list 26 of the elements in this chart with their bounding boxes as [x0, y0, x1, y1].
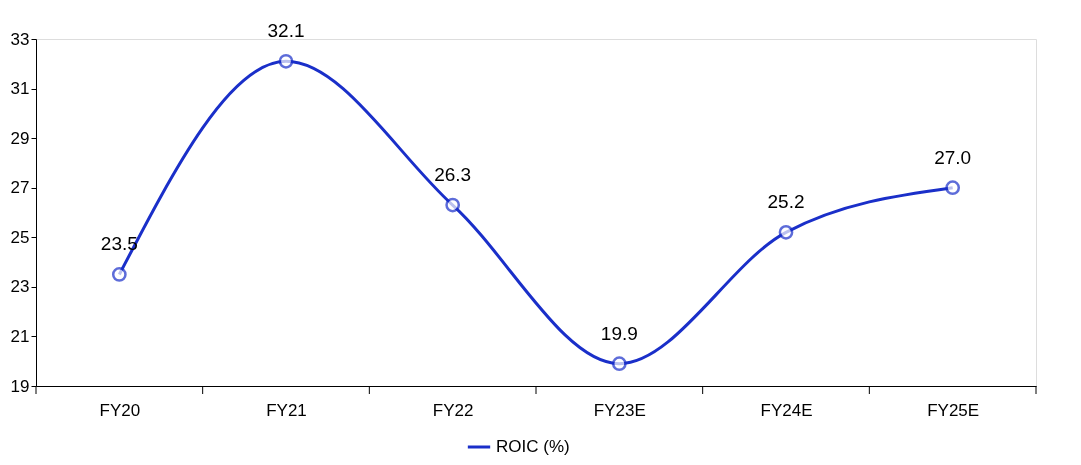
x-tick-label: FY21	[266, 400, 307, 420]
x-tick-label: FY24E	[760, 400, 813, 420]
data-label: 32.1	[267, 20, 305, 42]
point	[611, 356, 627, 372]
legend-label: ROIC (%)	[496, 437, 570, 456]
point	[778, 224, 794, 240]
y-tick-label: 23	[10, 277, 30, 297]
x-tick-label: FY20	[99, 400, 141, 420]
x-tick-label: FY25E	[927, 400, 980, 420]
point	[945, 180, 961, 196]
y-tick-label: 29	[10, 128, 30, 148]
point	[111, 267, 127, 282]
data-label: 26.3	[434, 164, 472, 186]
x-tick-label: FY22	[432, 400, 474, 420]
y-tick-label: 33	[10, 29, 30, 49]
point	[445, 197, 461, 213]
data-label: 27.0	[934, 146, 972, 168]
y-tick-label: 25	[10, 227, 30, 247]
point	[278, 53, 294, 69]
y-tick-label: 21	[10, 326, 30, 346]
y-tick-label: 27	[10, 178, 30, 198]
x-tick-label: FY23E	[593, 400, 646, 420]
data-label: 25.2	[767, 191, 805, 213]
data-label: 19.9	[600, 322, 638, 344]
y-tick-label: 19	[10, 376, 30, 396]
y-tick-label: 31	[10, 79, 30, 99]
